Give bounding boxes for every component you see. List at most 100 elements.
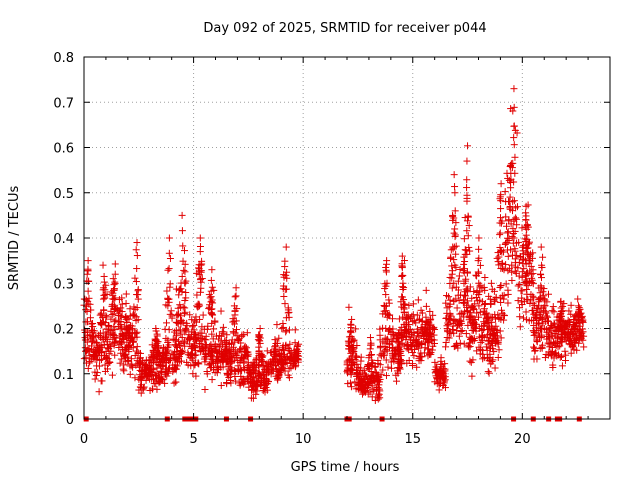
data-point <box>497 205 505 213</box>
data-point <box>93 369 101 377</box>
data-point <box>208 355 216 363</box>
data-point <box>497 191 505 199</box>
data-point <box>275 334 283 342</box>
y-tick-label: 0 <box>66 413 74 428</box>
data-point <box>343 367 351 375</box>
data-point <box>103 341 111 349</box>
data-point <box>554 334 562 342</box>
data-point <box>161 379 169 387</box>
data-point <box>420 332 428 340</box>
data-point <box>402 322 410 330</box>
data-point <box>467 321 475 329</box>
data-point <box>202 344 210 352</box>
data-point <box>271 336 279 344</box>
data-point <box>511 153 519 161</box>
data-point <box>382 325 390 332</box>
data-point <box>543 312 551 320</box>
data-point <box>522 260 530 268</box>
data-point <box>431 369 439 377</box>
data-point <box>256 356 264 364</box>
data-point <box>491 298 499 306</box>
data-point <box>529 266 537 274</box>
data-point <box>291 339 299 347</box>
data-point <box>232 292 240 300</box>
data-point <box>366 334 374 342</box>
data-point <box>272 342 280 350</box>
data-point <box>475 313 483 321</box>
data-point <box>536 333 544 341</box>
data-point <box>392 332 400 340</box>
data-point <box>112 316 120 324</box>
data-point <box>213 353 221 361</box>
data-point <box>475 279 483 287</box>
data-point <box>527 262 535 270</box>
data-point <box>347 365 355 373</box>
data-point <box>496 327 504 335</box>
data-point <box>84 287 92 295</box>
data-point <box>447 312 455 320</box>
data-point <box>488 338 496 346</box>
data-point <box>282 243 290 251</box>
data-point <box>537 271 545 279</box>
data-point <box>252 390 260 398</box>
data-point <box>504 267 512 275</box>
data-point <box>457 319 465 327</box>
data-point <box>388 337 396 345</box>
data-point <box>179 318 187 326</box>
data-point <box>497 282 505 290</box>
data-point <box>169 335 177 343</box>
data-point <box>165 326 173 334</box>
data-point <box>538 274 546 282</box>
data-point <box>475 291 483 299</box>
data-point <box>384 363 392 371</box>
data-point <box>464 288 472 296</box>
data-point <box>468 312 476 320</box>
data-point <box>457 291 465 299</box>
data-point <box>84 364 92 372</box>
data-point <box>128 362 136 370</box>
data-point <box>144 373 152 381</box>
data-point <box>252 381 260 389</box>
data-point <box>227 376 235 384</box>
data-point <box>476 296 484 304</box>
data-point <box>495 261 503 269</box>
data-point <box>382 302 390 310</box>
data-point <box>195 339 203 347</box>
data-point <box>392 351 400 359</box>
data-point <box>231 293 239 301</box>
data-point <box>86 314 94 322</box>
data-point <box>219 341 227 349</box>
data-point <box>451 225 459 233</box>
data-point <box>229 318 237 326</box>
data-point <box>531 331 539 339</box>
data-point <box>468 294 476 302</box>
data-point <box>492 329 500 337</box>
data-point <box>496 231 504 239</box>
data-point <box>464 301 472 309</box>
data-point <box>230 302 238 310</box>
data-point <box>167 307 175 315</box>
data-point <box>103 365 111 373</box>
data-point <box>502 280 510 288</box>
data-point <box>291 326 299 334</box>
data-point <box>278 325 286 333</box>
data-point <box>529 280 537 288</box>
data-point <box>493 254 501 262</box>
data-point <box>259 357 267 365</box>
data-point <box>243 329 251 337</box>
data-point <box>509 198 517 206</box>
data-point <box>396 365 404 373</box>
data-point <box>207 276 215 284</box>
data-point <box>136 371 144 379</box>
data-point <box>178 211 186 219</box>
y-tick-label: 0.4 <box>53 232 74 247</box>
y-tick-label: 0.7 <box>53 96 74 111</box>
data-point <box>494 258 502 266</box>
data-point <box>224 371 232 379</box>
data-point <box>504 286 512 294</box>
data-point <box>238 378 246 386</box>
data-point <box>163 319 171 327</box>
data-point <box>133 239 141 247</box>
data-point <box>164 346 172 354</box>
data-point <box>374 384 382 392</box>
